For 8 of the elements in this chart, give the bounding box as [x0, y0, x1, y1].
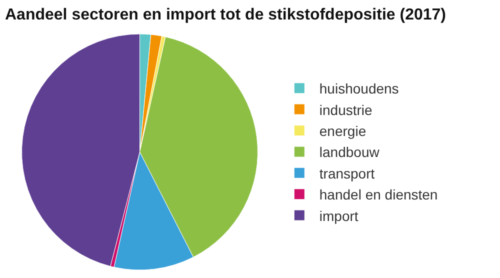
legend-label: huishoudens	[319, 80, 399, 97]
legend-label: landbouw	[319, 144, 380, 160]
legend-label: import	[319, 208, 358, 224]
chart-title: Aandeel sectoren en import tot de stikstofdepositie (2017)	[5, 6, 446, 24]
legend-label: energie	[319, 122, 366, 139]
legend-label: transport	[319, 165, 375, 182]
legend-label: industrie	[319, 102, 373, 118]
legend-label: handel en diensten	[319, 186, 438, 203]
